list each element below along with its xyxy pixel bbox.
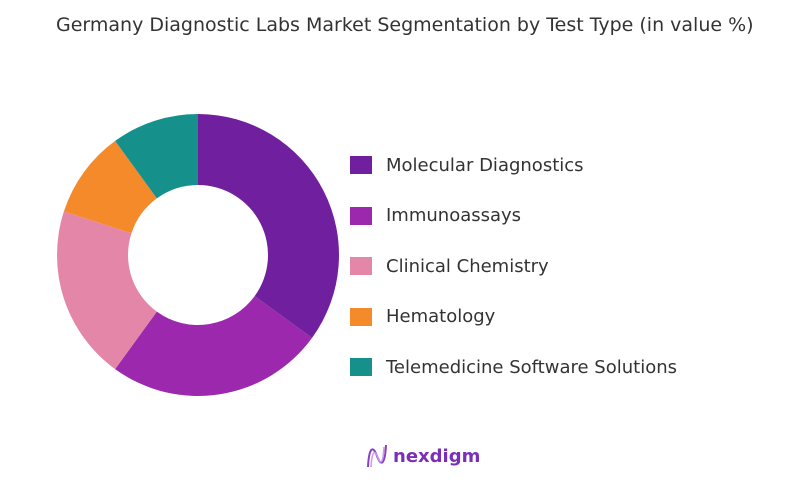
- slice-molecular-diagnostics: [198, 114, 339, 338]
- legend-label: Molecular Diagnostics: [386, 154, 584, 176]
- legend-item: Immunoassays: [350, 191, 677, 242]
- legend: Molecular Diagnostics Immunoassays Clinica…: [350, 140, 677, 393]
- nexdigm-logo-icon: [367, 444, 387, 468]
- legend-swatch: [350, 307, 372, 326]
- brand-name: nexdigm: [393, 445, 481, 467]
- legend-label: Immunoassays: [386, 205, 522, 227]
- nexdigm-logo: nexdigm: [365, 443, 480, 469]
- legend-swatch: [350, 358, 372, 377]
- legend-label: Hematology: [386, 306, 496, 328]
- slice-telemedicine-software-solutions: [115, 114, 198, 199]
- legend-item: Molecular Diagnostics: [350, 140, 677, 191]
- slice-clinical-chemistry: [56, 211, 157, 370]
- legend-swatch: [350, 257, 372, 276]
- legend-swatch: [350, 206, 372, 225]
- chart-title: Germany Diagnostic Labs Market Segmentat…: [56, 14, 754, 36]
- slice-hematology: [63, 140, 157, 234]
- legend-swatch: [350, 156, 372, 175]
- legend-label: Clinical Chemistry: [386, 255, 549, 277]
- legend-item: Telemedicine Software Solutions: [350, 342, 677, 393]
- legend-item: Clinical Chemistry: [350, 241, 677, 292]
- legend-item: Hematology: [350, 292, 677, 343]
- legend-label: Telemedicine Software Solutions: [386, 356, 677, 378]
- slice-immunoassays: [115, 296, 313, 396]
